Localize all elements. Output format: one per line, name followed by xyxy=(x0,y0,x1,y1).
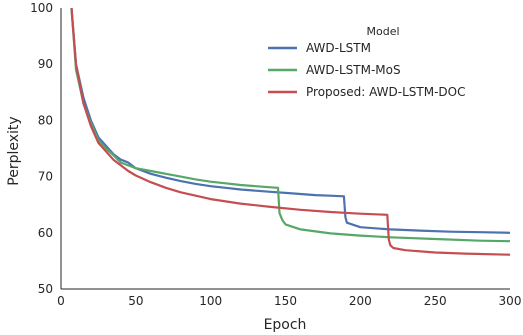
y-axis-title: Perplexity xyxy=(6,116,22,185)
x-tick-label: 300 xyxy=(499,294,522,308)
plot-lines xyxy=(72,8,511,255)
x-tick-label: 100 xyxy=(199,294,222,308)
y-tick-label: 100 xyxy=(30,1,53,15)
series-line-2 xyxy=(72,8,511,241)
y-tick-label: 70 xyxy=(38,170,53,184)
legend-title: Model xyxy=(366,25,399,38)
legend: Model AWD-LSTM AWD-LSTM-MoS Proposed: AWD-L… xyxy=(268,25,465,99)
x-tick-label: 150 xyxy=(274,294,297,308)
y-tick-label: 60 xyxy=(38,226,53,240)
y-tick-label: 50 xyxy=(38,282,53,296)
x-tick-label: 250 xyxy=(424,294,447,308)
x-tick-label: 50 xyxy=(128,294,143,308)
legend-label-2: AWD-LSTM-MoS xyxy=(306,63,401,77)
y-tick-label: 90 xyxy=(38,57,53,71)
x-tick-label: 0 xyxy=(57,294,65,308)
x-axis-title: Epoch xyxy=(264,317,307,333)
legend-label-1: AWD-LSTM xyxy=(306,41,371,55)
y-tick-label: 80 xyxy=(38,113,53,127)
x-tick-label: 200 xyxy=(349,294,372,308)
legend-label-3: Proposed: AWD-LSTM-DOC xyxy=(306,85,465,99)
series-line-3 xyxy=(72,8,511,255)
series-line-1 xyxy=(72,8,511,233)
